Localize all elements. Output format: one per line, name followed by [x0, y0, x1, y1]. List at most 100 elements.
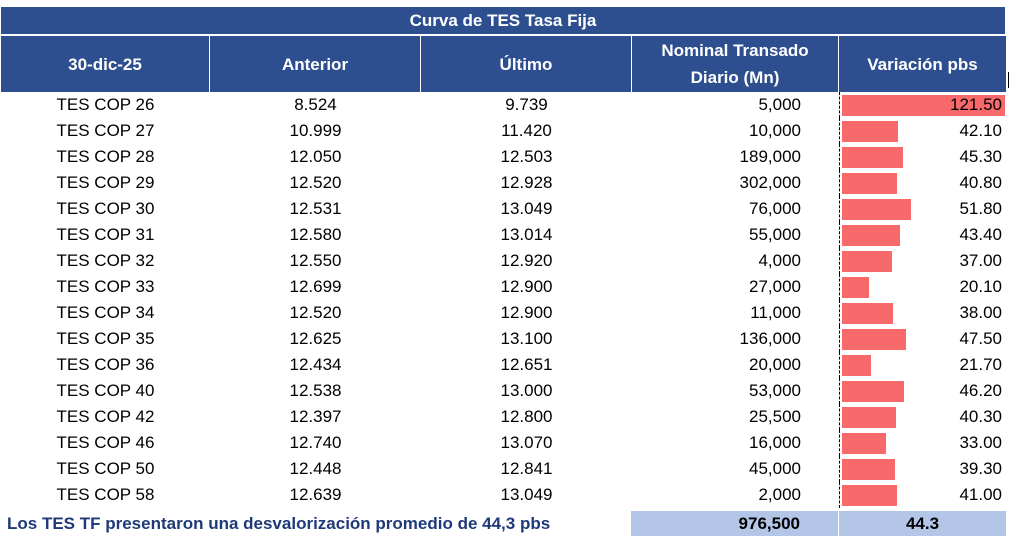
cell-ultimo[interactable]: 13.049: [500, 199, 553, 218]
cell-anterior[interactable]: 12.550: [289, 251, 342, 270]
cell-anterior[interactable]: 12.699: [289, 277, 342, 296]
data-bar: [842, 329, 906, 350]
cell-ultimo[interactable]: 12.503: [500, 147, 553, 166]
cell-anterior[interactable]: 12.531: [289, 199, 342, 218]
cell-variacion[interactable]: 38.00: [839, 300, 1006, 326]
cell-ultimo[interactable]: 12.928: [500, 173, 553, 192]
data-bar: [842, 251, 892, 272]
header-nominal[interactable]: Nominal Transado Diario (Mn): [632, 36, 839, 92]
cell-ultimo[interactable]: 12.800: [500, 407, 553, 426]
cell-nominal[interactable]: 5,000: [758, 95, 801, 114]
cell-anterior[interactable]: 8.524: [294, 95, 337, 114]
cell-nominal[interactable]: 16,000: [749, 433, 801, 452]
header-variacion[interactable]: Variación pbs: [839, 36, 1006, 92]
cell-bond-name[interactable]: TES COP 28: [56, 147, 155, 166]
cell-ultimo[interactable]: 13.049: [500, 485, 553, 504]
cell-variacion[interactable]: 43.40: [839, 222, 1006, 248]
cell-anterior[interactable]: 12.740: [289, 433, 342, 452]
cell-ultimo[interactable]: 11.420: [501, 121, 552, 140]
cell-variacion[interactable]: 40.30: [839, 404, 1006, 430]
cell-bond-name[interactable]: TES COP 27: [56, 121, 155, 140]
cell-ultimo[interactable]: 12.841: [500, 459, 553, 478]
cell-variacion[interactable]: 40.80: [839, 170, 1006, 196]
cell-bond-name[interactable]: TES COP 50: [56, 459, 155, 478]
cell-nominal[interactable]: 189,000: [739, 147, 801, 166]
cell-variacion[interactable]: 42.10: [839, 118, 1006, 144]
cell-nominal[interactable]: 20,000: [749, 355, 801, 374]
cell-ultimo[interactable]: 13.000: [500, 381, 553, 400]
footer-summary[interactable]: Los TES TF presentaron una desvalorizaci…: [7, 513, 551, 533]
cell-variacion[interactable]: 41.00: [839, 482, 1006, 508]
cell-bond-name[interactable]: TES COP 32: [56, 251, 155, 270]
header-anterior[interactable]: Anterior: [210, 36, 421, 92]
footer-avg-variation[interactable]: 44.3: [839, 511, 1006, 536]
cell-nominal[interactable]: 302,000: [739, 173, 801, 192]
cell-anterior[interactable]: 10.999: [289, 121, 342, 140]
cell-ultimo[interactable]: 9.739: [505, 95, 548, 114]
header-date[interactable]: 30-dic-25: [1, 36, 210, 92]
table-row: TES COP 31 12.580 13.014 55,000 43.40: [1, 222, 1006, 248]
cell-ultimo[interactable]: 12.900: [500, 303, 553, 322]
cell-nominal[interactable]: 45,000: [749, 459, 801, 478]
cell-nominal[interactable]: 27,000: [749, 277, 801, 296]
data-bar: [842, 173, 897, 194]
cell-ultimo[interactable]: 13.100: [500, 329, 553, 348]
cell-anterior[interactable]: 12.538: [289, 381, 342, 400]
cell-nominal[interactable]: 11,000: [750, 303, 801, 322]
table-row: TES COP 32 12.550 12.920 4,000 37.00: [1, 248, 1006, 274]
cell-anterior[interactable]: 12.625: [289, 329, 342, 348]
cell-anterior[interactable]: 12.520: [289, 173, 342, 192]
cell-variacion[interactable]: 47.50: [839, 326, 1006, 352]
cell-bond-name[interactable]: TES COP 36: [56, 355, 155, 374]
cell-bond-name[interactable]: TES COP 58: [56, 485, 155, 504]
cell-nominal[interactable]: 136,000: [739, 329, 801, 348]
cell-variacion[interactable]: 46.20: [839, 378, 1006, 404]
table-title[interactable]: Curva de TES Tasa Fija: [1, 7, 1005, 34]
variation-value: 20.10: [959, 277, 1002, 296]
cell-nominal[interactable]: 55,000: [749, 225, 801, 244]
footer-total-nominal[interactable]: 976,500: [631, 511, 838, 536]
cell-variacion[interactable]: 45.30: [839, 144, 1006, 170]
cell-variacion[interactable]: 39.30: [839, 456, 1006, 482]
table-row: TES COP 36 12.434 12.651 20,000 21.70: [1, 352, 1006, 378]
cell-ultimo[interactable]: 13.014: [500, 225, 553, 244]
cell-anterior[interactable]: 12.434: [289, 355, 342, 374]
cell-bond-name[interactable]: TES COP 40: [56, 381, 155, 400]
cell-variacion[interactable]: 121.50: [839, 92, 1006, 118]
table-row: TES COP 50 12.448 12.841 45,000 39.30: [1, 456, 1006, 482]
cell-ultimo[interactable]: 13.070: [500, 433, 553, 452]
cell-anterior[interactable]: 12.639: [289, 485, 342, 504]
cell-nominal[interactable]: 4,000: [758, 251, 801, 270]
cell-variacion[interactable]: 21.70: [839, 352, 1006, 378]
cell-ultimo[interactable]: 12.900: [500, 277, 553, 296]
cell-bond-name[interactable]: TES COP 26: [56, 95, 155, 114]
header-row: 30-dic-25 Anterior Último Nominal Transa…: [1, 36, 1006, 92]
cell-anterior[interactable]: 12.050: [289, 147, 342, 166]
cell-bond-name[interactable]: TES COP 33: [56, 277, 155, 296]
cell-nominal[interactable]: 2,000: [758, 485, 801, 504]
cell-anterior[interactable]: 12.397: [289, 407, 342, 426]
cell-variacion[interactable]: 51.80: [839, 196, 1006, 222]
cell-bond-name[interactable]: TES COP 46: [56, 433, 155, 452]
cell-anterior[interactable]: 12.448: [289, 459, 342, 478]
cell-ultimo[interactable]: 12.651: [500, 355, 553, 374]
cell-bond-name[interactable]: TES COP 35: [56, 329, 155, 348]
header-ultimo[interactable]: Último: [421, 36, 632, 92]
cell-nominal[interactable]: 76,000: [749, 199, 801, 218]
cell-ultimo[interactable]: 12.920: [500, 251, 553, 270]
cell-bond-name[interactable]: TES COP 29: [56, 173, 155, 192]
cell-bond-name[interactable]: TES COP 30: [56, 199, 155, 218]
cell-variacion[interactable]: 33.00: [839, 430, 1006, 456]
cell-bond-name[interactable]: TES COP 31: [56, 225, 155, 244]
cell-nominal[interactable]: 25,500: [749, 407, 801, 426]
cell-variacion[interactable]: 20.10: [839, 274, 1006, 300]
cell-bond-name[interactable]: TES COP 42: [56, 407, 155, 426]
cell-anterior[interactable]: 12.580: [289, 225, 342, 244]
cell-nominal[interactable]: 53,000: [749, 381, 801, 400]
variation-value: 33.00: [959, 433, 1002, 452]
cell-nominal[interactable]: 10,000: [749, 121, 801, 140]
data-bar: [842, 95, 1005, 116]
cell-bond-name[interactable]: TES COP 34: [56, 303, 155, 322]
cell-anterior[interactable]: 12.520: [289, 303, 342, 322]
cell-variacion[interactable]: 37.00: [839, 248, 1006, 274]
